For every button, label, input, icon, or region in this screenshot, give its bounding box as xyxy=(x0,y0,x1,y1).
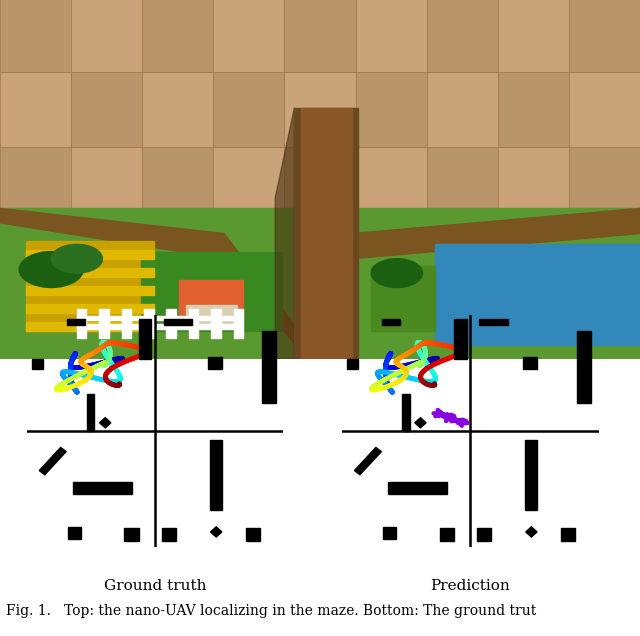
Bar xyxy=(39,448,66,474)
Polygon shape xyxy=(275,107,294,359)
Bar xyxy=(0,0,71,72)
Bar xyxy=(122,309,131,338)
Bar xyxy=(211,309,221,338)
Bar xyxy=(141,251,282,331)
Bar xyxy=(284,148,356,223)
Polygon shape xyxy=(0,209,640,359)
Bar xyxy=(454,319,467,359)
Polygon shape xyxy=(415,418,426,428)
Bar xyxy=(0,148,71,223)
Bar xyxy=(435,244,640,345)
Polygon shape xyxy=(525,527,537,537)
Bar xyxy=(26,268,154,277)
Bar xyxy=(284,72,356,148)
Bar xyxy=(32,359,44,370)
Bar xyxy=(211,440,222,510)
Text: Fig. 1.   Top: the nano-UAV localizing in the maze. Bottom: The ground trut: Fig. 1. Top: the nano-UAV localizing in … xyxy=(6,604,537,618)
Bar xyxy=(427,72,498,148)
Bar xyxy=(26,303,154,313)
Bar xyxy=(26,286,154,294)
Bar xyxy=(383,527,396,539)
Bar xyxy=(73,482,132,494)
Bar xyxy=(142,72,213,148)
Bar xyxy=(213,0,284,72)
Bar xyxy=(186,305,237,323)
Bar xyxy=(498,148,569,223)
Bar xyxy=(166,309,176,338)
Bar xyxy=(301,107,352,359)
Bar xyxy=(99,309,109,338)
Bar xyxy=(162,529,176,541)
Bar xyxy=(26,241,154,331)
Bar xyxy=(427,0,498,72)
Bar xyxy=(164,319,193,325)
Bar xyxy=(77,324,237,329)
Bar xyxy=(213,72,284,148)
Bar xyxy=(569,72,640,148)
Bar xyxy=(234,309,243,338)
Bar xyxy=(427,148,498,223)
Bar xyxy=(262,331,276,403)
Bar xyxy=(347,359,358,370)
Bar xyxy=(0,209,640,359)
Bar xyxy=(0,0,640,223)
Bar xyxy=(246,529,260,541)
Bar xyxy=(208,357,222,370)
Polygon shape xyxy=(211,527,222,537)
Bar xyxy=(142,0,213,72)
Bar xyxy=(0,72,71,148)
Bar xyxy=(479,319,508,325)
Bar xyxy=(67,319,84,325)
Bar xyxy=(26,250,154,259)
Circle shape xyxy=(371,259,422,287)
Bar xyxy=(356,148,427,223)
Bar xyxy=(189,309,198,338)
Bar xyxy=(68,527,81,539)
Bar xyxy=(26,322,154,331)
Bar xyxy=(144,309,154,338)
Bar xyxy=(403,394,410,431)
Bar xyxy=(569,0,640,72)
Bar xyxy=(356,72,427,148)
Bar xyxy=(294,107,358,359)
Bar xyxy=(577,331,591,403)
Bar xyxy=(71,0,142,72)
Bar xyxy=(523,357,537,370)
Bar xyxy=(138,319,151,359)
Bar xyxy=(498,0,569,72)
Bar xyxy=(371,266,435,331)
Bar xyxy=(356,0,427,72)
Bar xyxy=(142,148,213,223)
Text: Prediction: Prediction xyxy=(431,579,510,593)
Bar xyxy=(71,148,142,223)
Bar xyxy=(77,315,237,320)
Bar xyxy=(477,529,491,541)
Text: Ground truth: Ground truth xyxy=(104,579,207,593)
Bar xyxy=(525,440,537,510)
Bar xyxy=(388,482,447,494)
Bar xyxy=(124,529,138,541)
Bar xyxy=(213,148,284,223)
Polygon shape xyxy=(100,418,111,428)
Bar xyxy=(284,0,356,72)
Circle shape xyxy=(19,251,83,287)
Bar xyxy=(561,529,575,541)
Bar xyxy=(382,319,400,325)
Bar xyxy=(77,309,86,338)
Bar xyxy=(179,280,243,316)
Bar xyxy=(87,394,95,431)
Bar xyxy=(355,448,381,474)
Bar xyxy=(440,529,454,541)
Bar xyxy=(569,148,640,223)
Circle shape xyxy=(51,244,102,273)
Bar xyxy=(498,72,569,148)
Bar xyxy=(71,72,142,148)
